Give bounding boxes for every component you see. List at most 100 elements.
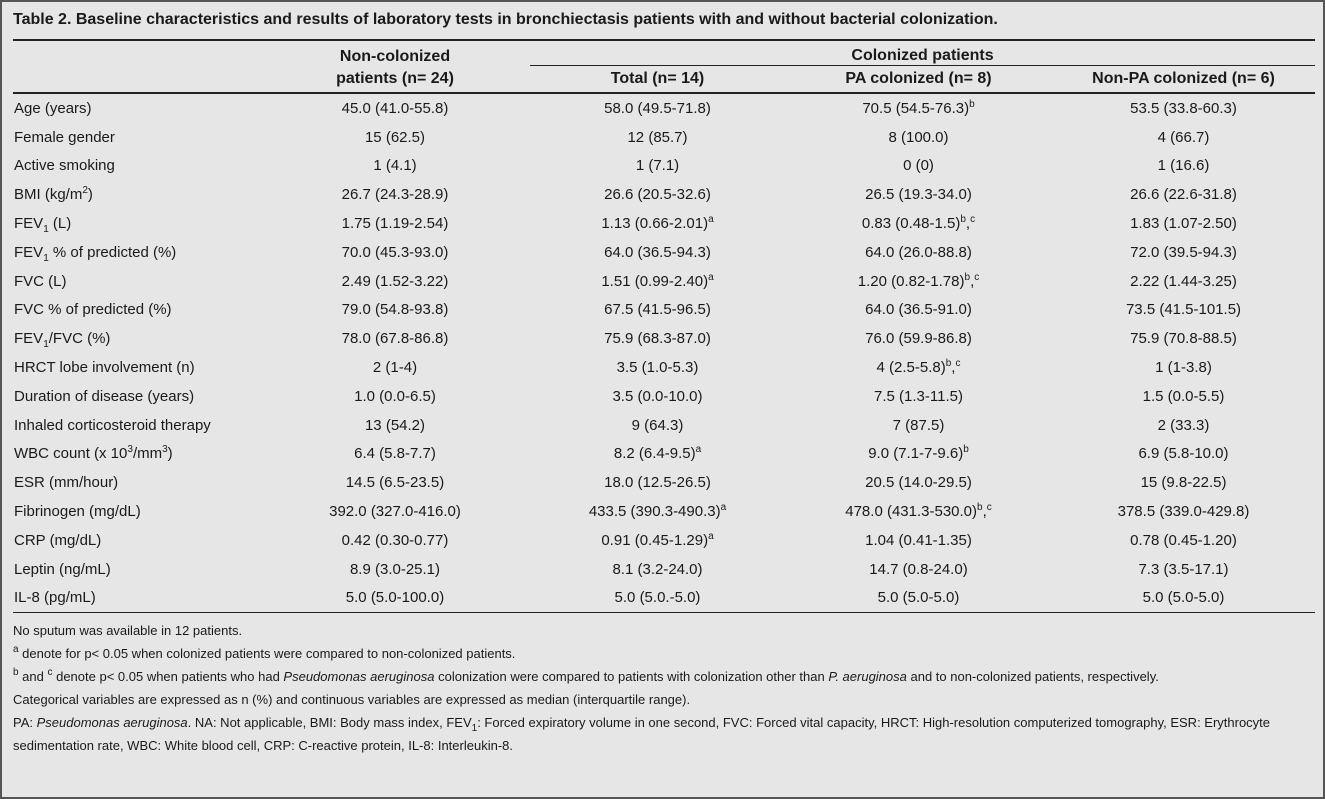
header-pa-colonized: PA colonized (n= 8) xyxy=(785,65,1052,94)
table-row: ESR (mm/hour) 14.5 (6.5-23.5) 18.0 (12.5-2… xyxy=(13,468,1315,497)
value-noncolonized: 45.0 (41.0-55.8) xyxy=(341,99,449,117)
value-nonpa-colonized: 378.5 (339.0-429.8) xyxy=(1117,503,1250,521)
value-nonpa-colonized: 5.0 (5.0-5.0) xyxy=(1052,583,1316,614)
value-nonpa-colonized: 1.5 (0.0-5.5) xyxy=(1142,387,1225,405)
table-row: IL-8 (pg/mL) 5.0 (5.0-100.0) 5.0 (5.0.-5.0… xyxy=(13,583,1316,614)
value-noncolonized: 2.49 (1.52-3.22) xyxy=(341,272,449,290)
value-total: 58.0 (49.5-71.8) xyxy=(604,99,711,117)
value-pa-colonized: 14.7 (0.8-24.0) xyxy=(869,560,968,578)
footnote-sputum: No sputum was available in 12 patients. xyxy=(13,623,243,638)
value-total: 3.5 (1.0-5.3) xyxy=(616,359,699,377)
header-noncolonized-line1: Non-colonized xyxy=(260,39,530,66)
table-row: FVC (L) 2.49 (1.52-3.22) 1.51 (0.99-2.40)a… xyxy=(13,267,1315,296)
value-nonpa-colonized: 4 (66.7) xyxy=(1157,128,1210,146)
table-row: Leptin (ng/mL) 8.9 (3.0-25.1) 8.1 (3.2-24.… xyxy=(13,555,1315,584)
value-noncolonized: 79.0 (54.8-93.8) xyxy=(341,301,449,319)
row-label: IL-8 (pg/mL) xyxy=(13,583,260,614)
row-label: FEV1 (L) xyxy=(14,215,72,236)
value-total: 64.0 (36.5-94.3) xyxy=(604,243,711,261)
value-noncolonized: 1 (4.1) xyxy=(373,157,417,175)
value-nonpa-colonized: 1 (1-3.8) xyxy=(1155,359,1212,377)
value-pa-colonized: 7.5 (1.3-11.5) xyxy=(874,387,963,405)
value-nonpa-colonized: 75.9 (70.8-88.5) xyxy=(1130,330,1237,348)
value-noncolonized: 15 (62.5) xyxy=(364,128,426,146)
table-row: FEV1 % of predicted (%) 70.0 (45.3-93.0) 6… xyxy=(13,238,1315,267)
value-nonpa-colonized: 2.22 (1.44-3.25) xyxy=(1130,272,1237,290)
row-label: Fibrinogen (mg/dL) xyxy=(14,503,141,521)
row-label: WBC count (x 103/mm3) xyxy=(14,444,173,463)
header-nonpa-colonized: Non-PA colonized (n= 6) xyxy=(1052,65,1316,94)
value-nonpa-colonized: 6.9 (5.8-10.0) xyxy=(1138,445,1229,463)
value-noncolonized: 1.75 (1.19-2.54) xyxy=(341,215,449,233)
value-pa-colonized: 478.0 (431.3-530.0)b,c xyxy=(845,502,992,521)
value-total: 8.2 (6.4-9.5)a xyxy=(613,444,702,463)
row-label: CRP (mg/dL) xyxy=(14,531,102,549)
value-pa-colonized: 5.0 (5.0-5.0) xyxy=(785,583,1052,614)
table-row: BMI (kg/m2) 26.7 (24.3-28.9) 26.6 (20.5-32… xyxy=(13,180,1315,209)
footnote-abbreviations: PA: Pseudomonas aeruginosa. NA: Not appl… xyxy=(13,715,1271,753)
value-total: 26.6 (20.5-32.6) xyxy=(604,186,711,204)
value-total: 75.9 (68.3-87.0) xyxy=(604,330,711,348)
value-noncolonized: 8.9 (3.0-25.1) xyxy=(349,560,441,578)
header-colonized-group: Colonized patients xyxy=(530,39,1316,66)
table-row: Duration of disease (years) 1.0 (0.0-6.5)… xyxy=(13,382,1315,411)
value-nonpa-colonized: 0.78 (0.45-1.20) xyxy=(1130,531,1237,549)
value-pa-colonized: 64.0 (26.0-88.8) xyxy=(865,243,972,261)
value-nonpa-colonized: 7.3 (3.5-17.1) xyxy=(1138,560,1229,578)
table-row: Inhaled corticosteroid therapy 13 (54.2) 9… xyxy=(13,411,1315,440)
table-row: Fibrinogen (mg/dL) 392.0 (327.0-416.0) 433… xyxy=(13,497,1315,526)
value-pa-colonized: 1.20 (0.82-1.78)b,c xyxy=(857,271,980,290)
table-row: FEV1/FVC (%) 78.0 (67.8-86.8) 75.9 (68.3-8… xyxy=(13,324,1315,353)
row-label: FEV1/FVC (%) xyxy=(14,330,111,351)
value-pa-colonized: 9.0 (7.1-7-9.6)b xyxy=(868,444,969,463)
header-empty xyxy=(13,39,260,66)
table-row: WBC count (x 103/mm3) 6.4 (5.8-7.7) 8.2 (6… xyxy=(13,440,1315,469)
value-pa-colonized: 0.83 (0.48-1.5)b,c xyxy=(861,214,976,233)
data-table: Non-colonized Colonized patients patient… xyxy=(13,39,1316,614)
table-title: Table 2. Baseline characteristics and re… xyxy=(13,11,998,28)
value-pa-colonized: 20.5 (14.0-29.5) xyxy=(865,474,972,492)
row-label: BMI (kg/m2) xyxy=(14,185,93,204)
value-total: 67.5 (41.5-96.5) xyxy=(604,301,711,319)
footnote-categorical: Categorical variables are expressed as n… xyxy=(13,692,691,707)
value-noncolonized: 6.4 (5.8-7.7) xyxy=(354,445,436,463)
value-pa-colonized: 4 (2.5-5.8)b,c xyxy=(876,358,961,377)
header-total: Total (n= 14) xyxy=(530,65,785,94)
row-label: FVC (L) xyxy=(14,272,67,290)
row-label: Female gender xyxy=(14,128,115,146)
footnote-bc: b and c denote p< 0.05 when patients who… xyxy=(13,667,1159,685)
table-row: Age (years) 45.0 (41.0-55.8) 58.0 (49.5-71… xyxy=(13,93,1315,123)
table-row: FEV1 (L) 1.75 (1.19-2.54) 1.13 (0.66-2.01)… xyxy=(13,209,1315,238)
table-row: CRP (mg/dL) 0.42 (0.30-0.77) 0.91 (0.45-1.… xyxy=(13,526,1315,555)
table-row: HRCT lobe involvement (n) 2 (1-4) 3.5 (1.0… xyxy=(13,353,1315,382)
value-noncolonized: 78.0 (67.8-86.8) xyxy=(341,330,449,348)
value-total: 9 (64.3) xyxy=(631,416,684,434)
value-pa-colonized: 8 (100.0) xyxy=(888,128,949,146)
value-total: 12 (85.7) xyxy=(627,128,688,146)
value-pa-colonized: 70.5 (54.5-76.3)b xyxy=(862,98,975,117)
value-total: 5.0 (5.0.-5.0) xyxy=(530,583,785,614)
value-noncolonized: 1.0 (0.0-6.5) xyxy=(354,387,436,405)
value-noncolonized: 5.0 (5.0-100.0) xyxy=(260,583,530,614)
table-row: FVC % of predicted (%) 79.0 (54.8-93.8) 67… xyxy=(13,296,1315,325)
value-noncolonized: 70.0 (45.3-93.0) xyxy=(341,243,449,261)
row-label: ESR (mm/hour) xyxy=(14,474,119,492)
value-noncolonized: 0.42 (0.30-0.77) xyxy=(341,531,449,549)
table-body: Age (years) 45.0 (41.0-55.8) 58.0 (49.5-71… xyxy=(13,93,1316,614)
row-label: HRCT lobe involvement (n) xyxy=(14,359,195,377)
value-pa-colonized: 26.5 (19.3-34.0) xyxy=(865,186,972,204)
table-row: Active smoking 1 (4.1) 1 (7.1) 0 (0) 1 (16.6… xyxy=(13,152,1315,181)
value-total: 0.91 (0.45-1.29)a xyxy=(601,530,714,549)
row-label: Leptin (ng/mL) xyxy=(14,560,111,578)
value-nonpa-colonized: 2 (33.3) xyxy=(1157,416,1210,434)
table-row: Female gender 15 (62.5) 12 (85.7) 8 (100.0)… xyxy=(13,123,1315,152)
value-noncolonized: 2 (1-4) xyxy=(372,359,418,377)
value-pa-colonized: 7 (87.5) xyxy=(892,416,945,434)
value-noncolonized: 392.0 (327.0-416.0) xyxy=(329,503,461,521)
value-total: 1 (7.1) xyxy=(635,157,680,175)
value-total: 1.51 (0.99-2.40)a xyxy=(601,271,714,290)
value-pa-colonized: 76.0 (59.9-86.8) xyxy=(865,330,972,348)
footnotes: No sputum was available in 12 patients. … xyxy=(13,619,1315,757)
value-nonpa-colonized: 72.0 (39.5-94.3) xyxy=(1130,243,1237,261)
value-total: 433.5 (390.3-490.3)a xyxy=(588,502,727,521)
